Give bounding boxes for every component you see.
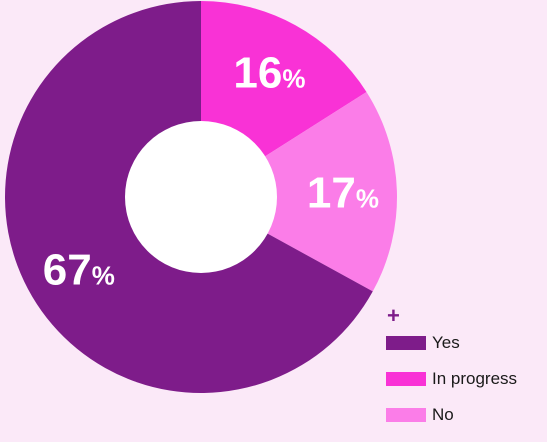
legend-label-no: No (432, 404, 454, 424)
slice-label-in-progress: 16% (233, 49, 305, 98)
donut-chart: 16% 17% 67% (4, 1, 398, 393)
slice-no (201, 91, 398, 292)
legend-item-yes: Yes (386, 332, 517, 352)
legend-label-yes: Yes (432, 332, 460, 352)
donut-hole (125, 121, 277, 273)
legend-label-in-progress: In progress (432, 368, 518, 388)
legend-swatch-yes (386, 335, 426, 350)
legend-swatch-no (386, 407, 426, 422)
slice-label-yes: 67% (43, 245, 115, 294)
chart-legend: + Yes In progress No (386, 303, 518, 442)
legend-plus-marker: + (387, 303, 400, 328)
slice-label-no: 17% (307, 169, 379, 218)
legend-swatch-in-progress (386, 371, 426, 386)
legend-item-in-progress: In progress (386, 368, 518, 388)
legend-item-no: No (386, 404, 517, 424)
